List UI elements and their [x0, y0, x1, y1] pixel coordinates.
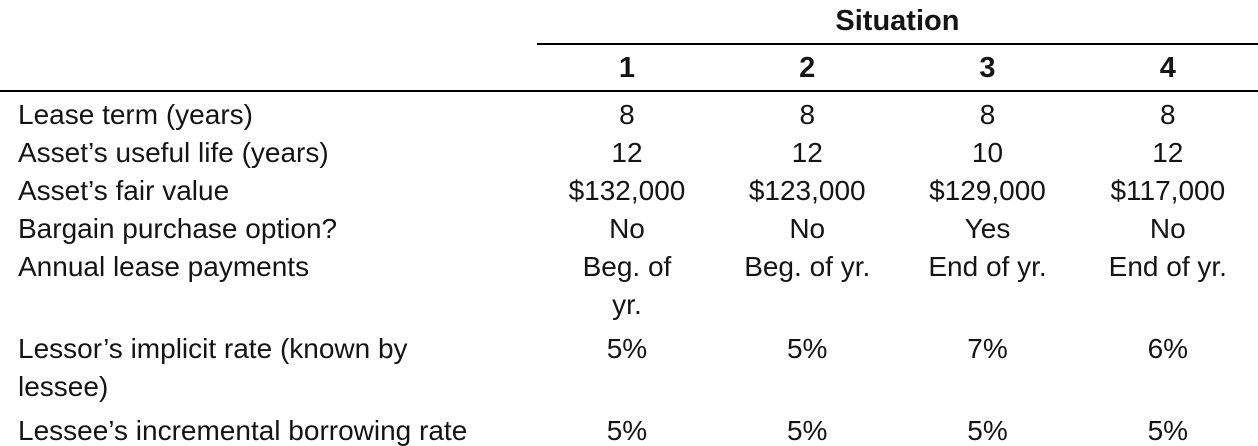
cell-value: $123,000 — [748, 175, 866, 206]
row-label: Asset’s fair value — [18, 175, 230, 206]
cell-value: $129,000 — [929, 175, 1046, 206]
row-label: Annual lease payments — [18, 251, 310, 282]
cell-value: End of yr. — [928, 251, 1047, 282]
cell-value: 12 — [1152, 137, 1184, 168]
table-row-useful-life: Asset’s useful life (years) 12 12 10 12 — [0, 134, 1258, 172]
cell-value: Yes — [964, 213, 1011, 244]
cell-value: No — [609, 213, 645, 244]
table-row-incremental-rate: Lessee’s incremental borrowing rate 5% 5… — [0, 412, 1258, 446]
cell-value: No — [789, 213, 826, 244]
row-label: Bargain purchase option? — [18, 213, 338, 244]
column-header-4: 4 — [1077, 44, 1258, 92]
column-header-2: 2 — [717, 44, 898, 92]
cell-value: $117,000 — [1110, 175, 1226, 206]
column-header-row: 1 2 3 4 — [0, 44, 1258, 92]
cell-value: 5% — [606, 415, 648, 446]
cell-value: 8 — [619, 99, 635, 130]
cell-value: 8 — [1160, 99, 1176, 130]
cell-value: $132,000 — [568, 175, 686, 206]
cell-value: 5% — [606, 333, 648, 364]
cell-value: 12 — [611, 137, 643, 168]
column-header-3: 3 — [897, 44, 1078, 92]
column-header-spacer — [0, 44, 537, 92]
row-label: Asset’s useful life (years) — [18, 137, 329, 168]
group-header-row: Situation — [0, 0, 1258, 45]
cell-value: 10 — [971, 137, 1004, 168]
column-header-1: 1 — [536, 44, 718, 92]
cell-value: 5% — [786, 333, 828, 364]
cell-value: 5% — [967, 415, 1008, 446]
cell-value: End of yr. — [1108, 251, 1227, 282]
group-header-spacer — [0, 0, 537, 44]
cell-value: Beg. of yr. — [582, 251, 672, 320]
cell-value: 5% — [786, 415, 828, 446]
cell-value: Beg. of yr. — [744, 251, 871, 282]
cell-value: 12 — [791, 137, 823, 168]
row-label: Lessee’s incremental borrowing rate — [18, 415, 468, 446]
table-row-lease-payments: Annual lease payments Beg. of yr. Beg. o… — [0, 248, 1258, 330]
table-row-bargain-option: Bargain purchase option? No No Yes No — [0, 210, 1258, 248]
row-label: Lessor’s implicit rate (known by lessee) — [18, 333, 408, 402]
cell-value: No — [1149, 213, 1186, 244]
cell-value: 8 — [799, 99, 816, 130]
row-label: Lease term (years) — [18, 99, 253, 130]
table-row-lease-term: Lease term (years) 8 8 8 8 — [0, 91, 1258, 134]
cell-value: 8 — [979, 99, 996, 130]
cell-value: 7% — [967, 333, 1008, 364]
cell-value: 6% — [1147, 333, 1189, 364]
cell-value: 5% — [1147, 415, 1189, 446]
situation-group-header: Situation — [536, 0, 1258, 45]
table-row-implicit-rate: Lessor’s implicit rate (known by lessee)… — [0, 330, 1258, 412]
table-row-fair-value: Asset’s fair value $132,000 $123,000 $12… — [0, 172, 1258, 210]
